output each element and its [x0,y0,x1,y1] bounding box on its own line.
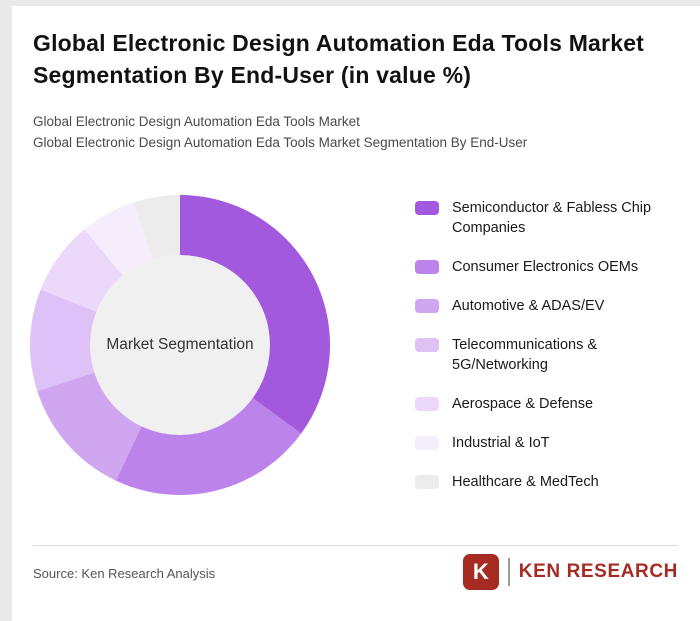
legend-swatch [415,299,439,313]
legend-item: Consumer Electronics OEMs [415,257,665,277]
legend: Semiconductor & Fabless Chip Companies Co… [415,198,665,492]
legend-label: Industrial & IoT [452,435,550,451]
legend-label: Automotive & ADAS/EV [452,298,605,314]
chart-card: Global Electronic Design Automation Eda … [12,6,700,621]
logo-separator [507,558,510,586]
legend-label: Semiconductor & Fabless Chip Companies [452,200,652,236]
legend-item: Semiconductor & Fabless Chip Companies [415,198,665,238]
legend-label: Healthcare & MedTech [452,474,599,490]
source-text: Source: Ken Research Analysis [33,566,216,581]
page-title: Global Electronic Design Automation Eda … [33,30,645,88]
legend-swatch [415,201,439,215]
legend-item: Industrial & IoT [415,433,665,453]
subtitle-market: Global Electronic Design Automation Eda … [33,114,360,129]
legend-swatch [415,436,439,450]
ken-research-logo: K KEN RESEARCH [462,554,678,590]
legend-item: Aerospace & Defense [415,394,665,414]
legend-swatch [415,475,439,489]
legend-item: Automotive & ADAS/EV [415,296,665,316]
legend-label: Aerospace & Defense [452,396,594,412]
legend-item: Telecommunications & 5G/Networking [415,335,665,375]
subtitle-segmentation: Global Electronic Design Automation Eda … [33,135,528,150]
legend-swatch [415,338,439,352]
legend-label: Telecommunications & 5G/Networking [452,337,598,373]
legend-swatch [415,397,439,411]
legend-item: Healthcare & MedTech [415,472,665,492]
footer-divider [33,545,678,546]
logo-wordmark: KEN RESEARCH [518,561,678,582]
donut-hole: Market Segmentation [90,255,270,435]
legend-label: Consumer Electronics OEMs [452,259,639,275]
logo-k-icon: K [462,554,499,590]
donut-center-label: Market Segmentation [106,336,254,353]
legend-swatch [415,260,439,274]
donut-chart-area: Market Segmentation [30,195,330,495]
